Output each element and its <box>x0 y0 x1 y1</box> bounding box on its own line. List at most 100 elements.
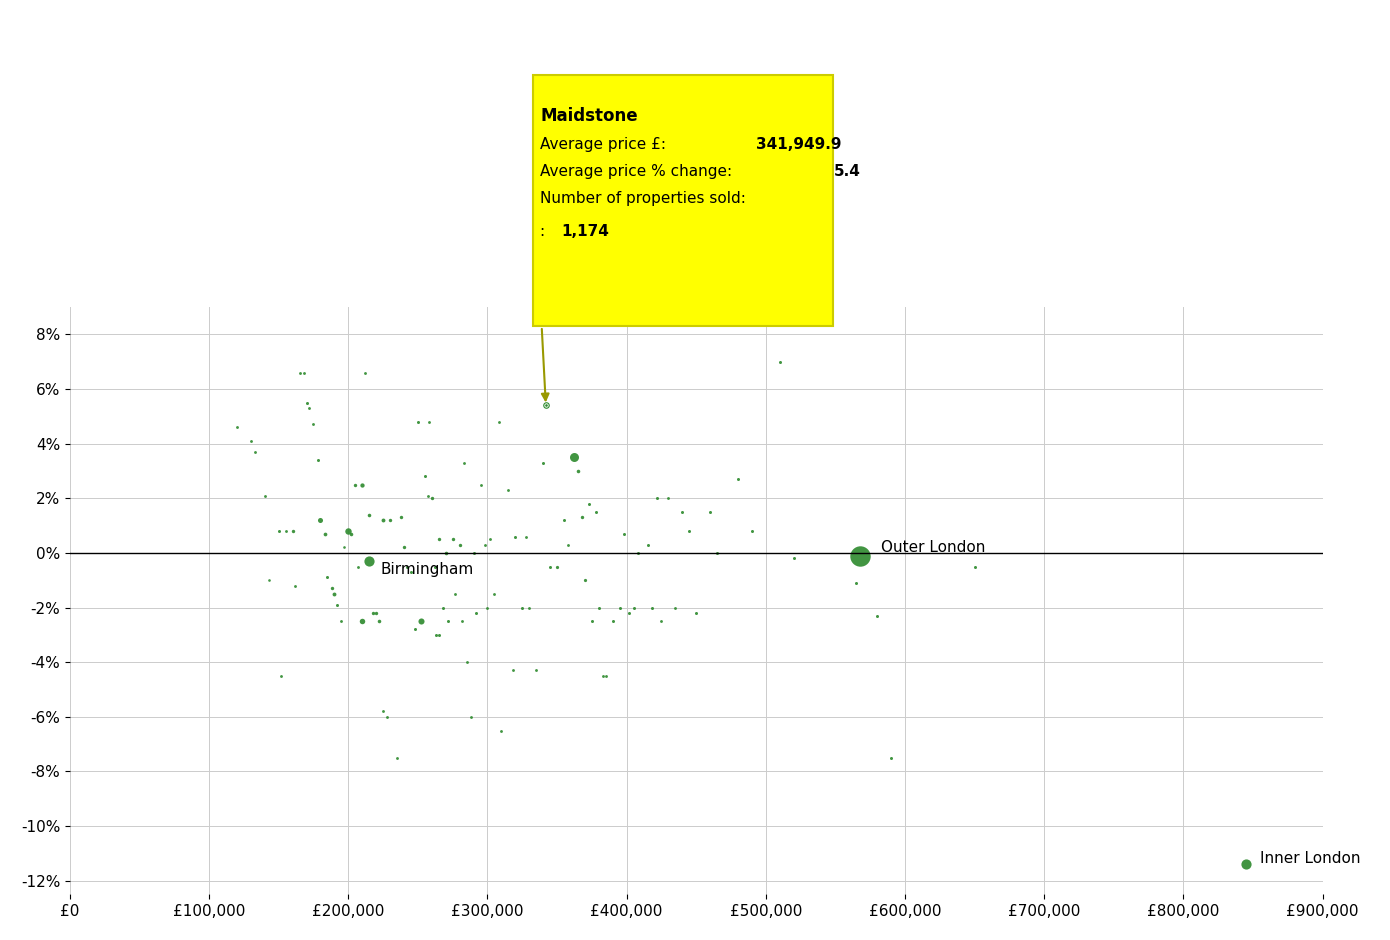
Point <box>880 750 902 765</box>
Point <box>373 512 395 527</box>
Point <box>324 587 346 602</box>
Point <box>243 445 265 460</box>
Point <box>845 575 867 590</box>
Point <box>296 395 318 410</box>
Point <box>366 605 388 620</box>
Point <box>535 398 557 413</box>
Point <box>271 668 293 683</box>
Point <box>627 545 649 560</box>
Point <box>571 509 594 525</box>
Point <box>368 614 391 629</box>
Point <box>505 529 527 544</box>
Point <box>491 723 513 738</box>
Point <box>414 469 436 484</box>
Point <box>421 491 443 506</box>
Text: :: : <box>541 224 550 239</box>
Point <box>849 548 872 563</box>
Point <box>438 614 460 629</box>
Point <box>449 537 471 552</box>
Point <box>474 537 496 552</box>
Point <box>685 605 708 620</box>
Point <box>327 597 349 612</box>
Point <box>592 668 614 683</box>
Point <box>285 578 307 593</box>
Point <box>453 455 475 470</box>
Point <box>303 417 325 432</box>
Point <box>783 551 805 566</box>
Point <box>307 452 329 467</box>
Point <box>418 415 441 430</box>
Text: 341,949.9: 341,949.9 <box>756 136 841 151</box>
Point <box>352 478 374 493</box>
Point <box>657 491 680 506</box>
Text: Outer London: Outer London <box>881 540 986 555</box>
Point <box>466 605 488 620</box>
Point <box>585 505 607 520</box>
Point <box>553 512 575 527</box>
Text: Inner London: Inner London <box>1259 852 1361 867</box>
Point <box>331 614 353 629</box>
Point <box>866 608 888 623</box>
Point <box>532 455 555 470</box>
Point <box>578 496 600 511</box>
Point <box>699 505 721 520</box>
Point <box>407 415 430 430</box>
Point <box>671 505 694 520</box>
Point <box>359 554 381 569</box>
Point <box>613 526 635 541</box>
Point <box>1234 857 1257 872</box>
Point <box>425 627 448 642</box>
Point <box>488 415 510 430</box>
Point <box>435 545 457 560</box>
Text: 1,174: 1,174 <box>562 224 609 239</box>
Point <box>354 365 377 380</box>
Point <box>442 532 464 547</box>
Point <box>257 572 279 588</box>
Point <box>581 614 603 629</box>
Point <box>498 482 520 497</box>
Point <box>535 398 557 413</box>
Point <box>379 512 402 527</box>
Point <box>588 600 610 615</box>
Point <box>470 478 492 493</box>
Point <box>445 587 467 602</box>
Point <box>428 532 450 547</box>
Text: Birmingham: Birmingham <box>381 562 474 577</box>
Point <box>289 365 311 380</box>
Point <box>651 614 673 629</box>
Point <box>646 491 669 506</box>
Point <box>345 478 367 493</box>
Point <box>480 532 502 547</box>
Point <box>404 622 427 637</box>
Point <box>225 419 247 434</box>
Point <box>452 614 474 629</box>
Point <box>317 570 339 585</box>
Point <box>410 614 432 629</box>
Point <box>574 572 596 588</box>
Point <box>417 488 439 503</box>
Point <box>641 600 663 615</box>
Point <box>567 463 589 478</box>
Point <box>352 614 374 629</box>
Point <box>539 559 562 574</box>
Point <box>518 600 541 615</box>
Point <box>456 654 478 669</box>
Point <box>363 605 385 620</box>
Point <box>484 587 506 602</box>
Point <box>706 545 728 560</box>
Point <box>609 600 631 615</box>
Point <box>321 581 343 596</box>
Text: Average price £:: Average price £: <box>541 136 676 151</box>
Point <box>268 524 291 539</box>
Text: 5.4: 5.4 <box>834 164 860 179</box>
Point <box>338 524 360 539</box>
Point <box>595 668 617 683</box>
Point <box>602 614 624 629</box>
Point <box>727 472 749 487</box>
Point <box>239 433 261 448</box>
Point <box>535 398 557 413</box>
Point <box>460 710 482 725</box>
Point <box>341 526 363 541</box>
Point <box>678 524 701 539</box>
Point <box>334 540 356 555</box>
